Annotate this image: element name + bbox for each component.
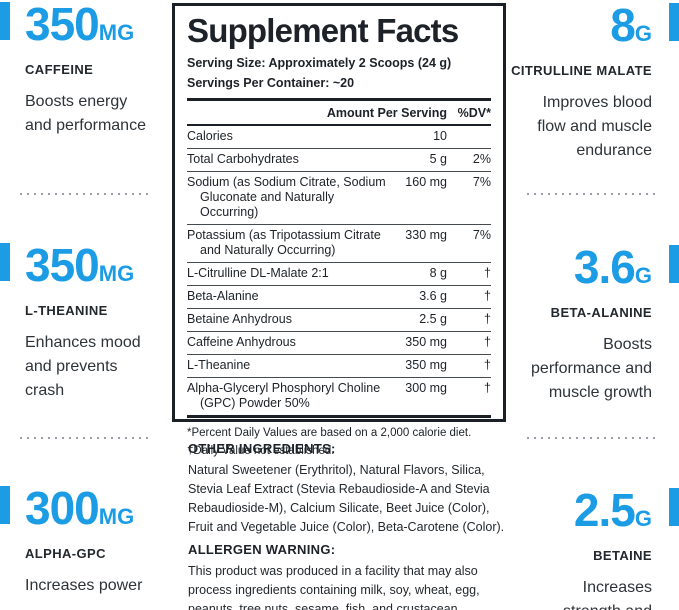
ingredient-name: Betaine Anhydrous bbox=[187, 312, 292, 326]
accent-bar-betaine bbox=[669, 488, 679, 526]
ingredient-amount: 160 mg bbox=[405, 175, 447, 189]
benefit-alpha-gpc: 300MG ALPHA-GPC Increases power bbox=[0, 482, 170, 598]
ingredient-dv: † bbox=[484, 312, 491, 326]
supplement-row: Total Carbohydrates 5 g 2% bbox=[187, 148, 491, 171]
ingredient-name: Beta-Alanine bbox=[187, 289, 259, 303]
dotted-separator bbox=[527, 193, 659, 195]
allergen-warning-body: This product was produced in a facility … bbox=[188, 564, 480, 610]
ingredient-dv: † bbox=[484, 335, 491, 349]
ingredient-name: Alpha-Glyceryl Phosphoryl Choline (GPC) … bbox=[187, 381, 381, 410]
ingredient-amount: 350 mg bbox=[405, 335, 447, 349]
ingredient-amount: 8 g bbox=[429, 266, 447, 280]
accent-bar-alpha-gpc bbox=[0, 486, 10, 524]
amount-per-serving-header: Amount Per Serving bbox=[326, 106, 447, 120]
benefit-amount: 350MG bbox=[25, 0, 135, 50]
divider-thick bbox=[187, 415, 491, 418]
dotted-separator bbox=[20, 437, 152, 439]
ingredient-amount: 300 mg bbox=[405, 381, 447, 395]
table-header: Amount Per Serving %DV* bbox=[187, 101, 491, 126]
other-ingredients-body: Natural Sweetener (Erythritol), Natural … bbox=[188, 463, 505, 534]
ingredient-name: Caffeine Anhydrous bbox=[187, 335, 296, 349]
ingredient-dv: † bbox=[484, 358, 491, 372]
benefit-name: CITRULLINE MALATE bbox=[511, 63, 652, 78]
benefit-description: Boosts energy and performance bbox=[25, 93, 146, 134]
supplement-row: L-Citrulline DL-Malate 2:1 8 g † bbox=[187, 262, 491, 285]
benefit-name: BETA-ALANINE bbox=[550, 305, 652, 320]
benefit-beta-alanine: 3.6G BETA-ALANINE Boosts performance and… bbox=[509, 241, 679, 405]
serving-size: Serving Size: Approximately 2 Scoops (24… bbox=[187, 56, 452, 70]
other-ingredients-section: OTHER INGREDIENTS: Natural Sweetener (Er… bbox=[188, 441, 508, 537]
benefit-amount: 350MG bbox=[25, 239, 135, 291]
supplement-row: Beta-Alanine 3.6 g † bbox=[187, 285, 491, 308]
ingredient-name: Sodium (as Sodium Citrate, Sodium Glucon… bbox=[187, 175, 386, 219]
benefit-description: Enhances mood and prevents crash bbox=[25, 334, 141, 399]
other-ingredients-heading: OTHER INGREDIENTS: bbox=[188, 441, 336, 456]
benefit-name: BETAINE bbox=[593, 548, 652, 563]
ingredient-dv: † bbox=[484, 266, 491, 280]
supplement-row: Sodium (as Sodium Citrate, Sodium Glucon… bbox=[187, 171, 491, 224]
supplement-rows: Calories 10 Total Carbohydrates 5 g 2% Sodium… bbox=[187, 126, 491, 415]
accent-bar-l-theanine bbox=[0, 243, 10, 281]
benefit-caffeine: 350MG CAFFEINE Boosts energy and perform… bbox=[0, 0, 170, 138]
accent-bar-beta-alanine bbox=[669, 245, 679, 283]
benefit-description: Improves blood flow and muscle endurance bbox=[537, 94, 652, 159]
ingredient-amount: 3.6 g bbox=[419, 289, 447, 303]
ingredient-amount: 350 mg bbox=[405, 358, 447, 372]
ingredient-amount: 10 bbox=[433, 129, 447, 143]
ingredient-name: Potassium (as Tripotassium Citrate and N… bbox=[187, 228, 381, 257]
dotted-separator bbox=[20, 193, 152, 195]
benefit-description: Increases strength and muscle endurance bbox=[563, 579, 652, 610]
ingredient-name: Calories bbox=[187, 129, 233, 143]
ingredient-amount: 2.5 g bbox=[419, 312, 447, 326]
ingredient-dv: 7% bbox=[472, 228, 491, 242]
benefit-betaine: 2.5G BETAINE Increases strength and musc… bbox=[509, 484, 679, 610]
ingredient-name: Total Carbohydrates bbox=[187, 152, 299, 166]
benefit-name: L-THEANINE bbox=[25, 303, 108, 318]
footnote-daily-values: *Percent Daily Values are based on a 2,0… bbox=[187, 427, 472, 439]
supplement-row: Betaine Anhydrous 2.5 g † bbox=[187, 308, 491, 331]
divider-thick bbox=[187, 98, 491, 101]
allergen-warning-section: ALLERGEN WARNING: This product was produ… bbox=[188, 542, 508, 610]
supplement-row: Alpha-Glyceryl Phosphoryl Choline (GPC) … bbox=[187, 377, 491, 415]
ingredient-dv: † bbox=[484, 289, 491, 303]
ingredient-dv: † bbox=[484, 381, 491, 395]
supplement-facts-title: Supplement Facts bbox=[187, 12, 459, 49]
accent-bar-citrulline bbox=[669, 3, 679, 41]
benefit-amount: 3.6G bbox=[573, 241, 652, 293]
benefit-description: Boosts performance and muscle growth bbox=[531, 336, 652, 401]
supplement-row: L-Theanine 350 mg † bbox=[187, 354, 491, 377]
benefit-l-theanine: 350MG L-THEANINE Enhances mood and preve… bbox=[0, 239, 170, 403]
ingredient-amount: 330 mg bbox=[405, 228, 447, 242]
benefit-name: CAFFEINE bbox=[25, 62, 94, 77]
benefit-amount: 8G bbox=[610, 0, 652, 51]
ingredient-name: L-Citrulline DL-Malate 2:1 bbox=[187, 266, 329, 280]
ingredient-amount: 5 g bbox=[429, 152, 447, 166]
supplement-row: Potassium (as Tripotassium Citrate and N… bbox=[187, 224, 491, 262]
footnote-dagger: †Daily Value not established. bbox=[187, 445, 335, 457]
ingredient-dv: 7% bbox=[472, 175, 491, 189]
servings-per-container: Servings Per Container: ~20 bbox=[187, 76, 355, 90]
benefit-amount: 300MG bbox=[25, 482, 135, 534]
benefit-description: Increases power bbox=[25, 577, 143, 594]
benefit-citrulline-malate: 8G CITRULLINE MALATE Improves blood flow… bbox=[509, 0, 679, 163]
accent-bar-caffeine bbox=[0, 2, 10, 40]
supplement-row: Caffeine Anhydrous 350 mg † bbox=[187, 331, 491, 354]
supplement-facts-panel: Supplement Facts Serving Size: Approxima… bbox=[172, 3, 506, 457]
ingredient-dv: 2% bbox=[472, 152, 491, 166]
dv-header: %DV* bbox=[457, 106, 491, 120]
benefit-name: ALPHA-GPC bbox=[25, 546, 106, 561]
benefit-amount: 2.5G bbox=[573, 484, 652, 536]
allergen-warning-heading: ALLERGEN WARNING: bbox=[188, 542, 336, 557]
ingredient-name: L-Theanine bbox=[187, 358, 251, 372]
supplement-row: Calories 10 bbox=[187, 126, 491, 148]
dotted-separator bbox=[527, 437, 659, 439]
